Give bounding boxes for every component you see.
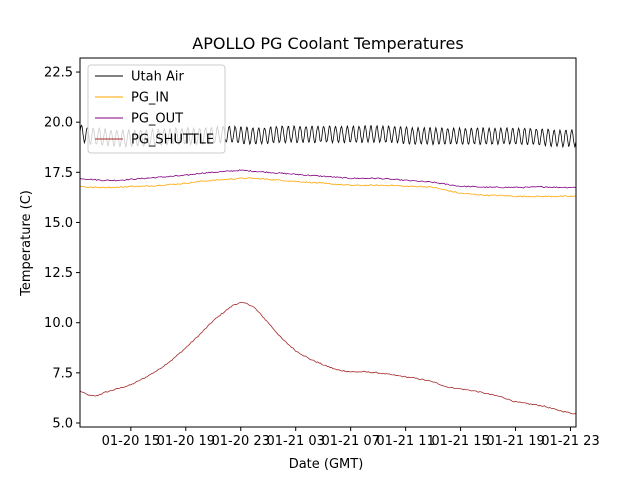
y-tick-label: 7.5 bbox=[52, 366, 73, 381]
x-tick-label: 01-20 23 bbox=[212, 434, 270, 449]
axes-layer: 5.07.510.012.515.017.520.022.501-20 1501… bbox=[44, 57, 600, 449]
x-tick-label: 01-21 15 bbox=[431, 434, 489, 449]
y-tick-label: 22.5 bbox=[44, 66, 73, 81]
series-line-pg-shuttle bbox=[79, 301, 577, 415]
legend-label: PG_IN bbox=[131, 91, 169, 106]
x-tick-label: 01-21 23 bbox=[541, 434, 599, 449]
y-tick-label: 15.0 bbox=[44, 216, 73, 231]
x-axis-label: Date (GMT) bbox=[289, 457, 364, 472]
x-tick-label: 01-21 07 bbox=[321, 434, 379, 449]
legend-box bbox=[87, 64, 226, 154]
y-axis-label: Temperature (C) bbox=[19, 190, 34, 297]
chart-title: APOLLO PG Coolant Temperatures bbox=[192, 34, 463, 53]
legend: Utah Air PG_IN PG_OUT PG_SHUTTLE bbox=[87, 64, 226, 154]
x-tick-label: 01-21 11 bbox=[376, 434, 434, 449]
y-tick-label: 17.5 bbox=[44, 166, 73, 181]
series-line-pg-in bbox=[79, 177, 577, 198]
y-tick-label: 5.0 bbox=[52, 416, 73, 431]
plot-frame bbox=[79, 57, 577, 428]
x-tick-label: 01-20 15 bbox=[102, 434, 160, 449]
series-line-pg-out bbox=[79, 169, 577, 189]
x-tick-label: 01-21 19 bbox=[486, 434, 544, 449]
legend-label: PG_OUT bbox=[131, 112, 183, 127]
x-tick-label: 01-20 19 bbox=[157, 434, 215, 449]
x-tick-label: 01-21 03 bbox=[266, 434, 324, 449]
legend-label: PG_SHUTTLE bbox=[131, 133, 214, 148]
y-tick-label: 20.0 bbox=[44, 116, 73, 131]
y-tick-label: 10.0 bbox=[44, 316, 73, 331]
legend-label: Utah Air bbox=[131, 70, 184, 85]
y-tick-label: 12.5 bbox=[44, 266, 73, 281]
